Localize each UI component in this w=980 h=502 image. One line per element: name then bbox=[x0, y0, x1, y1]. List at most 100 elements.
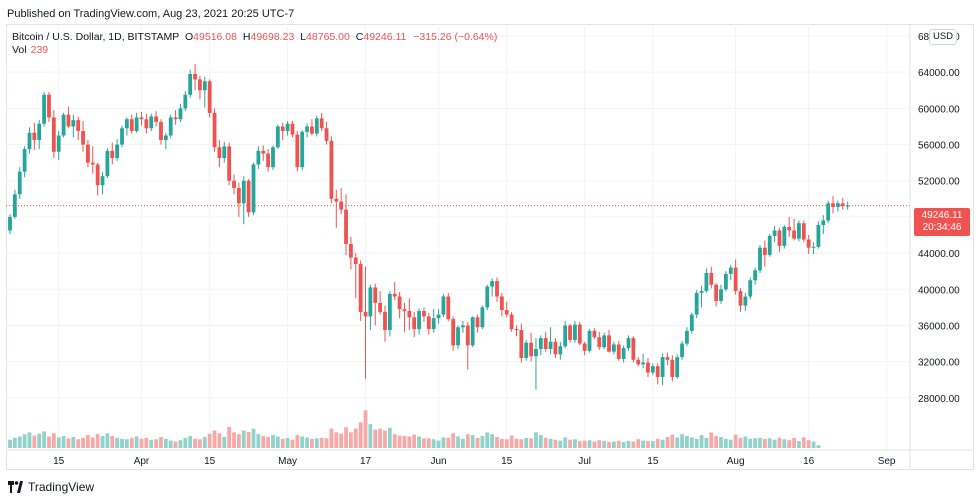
candle-body bbox=[436, 314, 441, 319]
volume-bar bbox=[704, 437, 709, 448]
x-tick-label: May bbox=[278, 456, 297, 467]
low-value: 48765.00 bbox=[306, 31, 350, 43]
candle-body bbox=[762, 247, 767, 255]
candle-body bbox=[222, 146, 227, 159]
candle-body bbox=[300, 131, 305, 168]
close-label: C bbox=[355, 31, 364, 43]
volume-bar bbox=[723, 438, 728, 448]
symbol-title[interactable]: Bitcoin / U.S. Dollar, 1D, BITSTAMP bbox=[12, 31, 180, 43]
candle-body bbox=[524, 342, 529, 359]
candle-body bbox=[719, 289, 723, 302]
candle-body bbox=[105, 150, 110, 177]
volume-bar bbox=[777, 437, 782, 448]
candle-body bbox=[670, 359, 675, 378]
volume-bar bbox=[563, 437, 568, 448]
candle-body bbox=[115, 144, 120, 159]
x-tick-label: Apr bbox=[134, 456, 150, 467]
volume-bar bbox=[417, 436, 421, 448]
volume-bar bbox=[811, 441, 816, 448]
candle-body bbox=[621, 348, 626, 359]
x-tick-label: 15 bbox=[204, 456, 216, 467]
close-value: 49246.11 bbox=[363, 31, 407, 43]
volume-bar bbox=[144, 437, 149, 448]
volume-bar bbox=[300, 436, 305, 448]
price-chart[interactable]: 28000.00 32000.00 36000.00 40000.00 44000.00… bbox=[6, 24, 974, 470]
candle-body bbox=[563, 325, 568, 347]
volume-bar bbox=[694, 438, 699, 448]
candle-body bbox=[806, 239, 811, 248]
candle-body bbox=[728, 267, 733, 274]
volume-bar bbox=[733, 434, 738, 448]
volume-bar bbox=[81, 437, 85, 448]
volume-bars bbox=[8, 410, 821, 448]
candle-body bbox=[743, 296, 748, 306]
candle-body bbox=[173, 117, 178, 120]
candle-body bbox=[120, 128, 124, 145]
candle-body bbox=[753, 270, 758, 281]
volume-bar bbox=[607, 442, 611, 448]
low-label: L bbox=[300, 31, 307, 43]
x-tick-label: 15 bbox=[647, 456, 659, 467]
volume-bar bbox=[329, 428, 334, 448]
volume-bar bbox=[568, 439, 572, 448]
candle-body bbox=[100, 176, 105, 186]
volume-bar bbox=[120, 438, 124, 448]
volume-bar bbox=[470, 435, 475, 448]
volume-bar bbox=[271, 435, 275, 448]
volume-bar bbox=[124, 439, 129, 448]
volume-bar bbox=[159, 436, 163, 448]
volume-bar bbox=[641, 440, 645, 448]
candle-body bbox=[110, 150, 115, 159]
volume-bar bbox=[251, 428, 256, 448]
candle-body bbox=[797, 223, 801, 239]
x-tick-label: 15 bbox=[53, 456, 65, 467]
volume-bar bbox=[95, 434, 100, 448]
volume-bar bbox=[241, 430, 246, 448]
footer-brand[interactable]: TradingView bbox=[8, 480, 94, 494]
volume-bar bbox=[616, 440, 621, 448]
volume-bar bbox=[110, 436, 115, 448]
open-label: O bbox=[185, 31, 194, 43]
volume-bar bbox=[349, 432, 353, 448]
candle-body bbox=[407, 310, 412, 318]
candle-body bbox=[144, 119, 149, 129]
candle-body bbox=[334, 198, 339, 202]
volume-bar bbox=[480, 436, 485, 448]
volume-bar bbox=[509, 435, 514, 448]
candle-body bbox=[446, 296, 451, 320]
x-tick-label: Aug bbox=[727, 456, 745, 467]
volume-bar bbox=[451, 433, 456, 448]
x-tick-label: Jun bbox=[430, 456, 446, 467]
volume-bar bbox=[660, 439, 665, 448]
volume-bar bbox=[90, 437, 95, 448]
candle-body bbox=[694, 292, 699, 315]
candle-body bbox=[499, 296, 504, 311]
candle-body bbox=[543, 338, 548, 349]
y-tick-label: 36000.00 bbox=[918, 321, 960, 332]
candle-body bbox=[129, 119, 134, 131]
candle-body bbox=[709, 272, 714, 285]
volume-bar bbox=[217, 433, 222, 448]
candle-body bbox=[665, 357, 670, 360]
volume-bar bbox=[76, 439, 81, 448]
volume-bar bbox=[266, 436, 271, 448]
candle-body bbox=[426, 316, 431, 330]
candle-body bbox=[417, 310, 421, 330]
volume-bar bbox=[227, 426, 232, 448]
volume-bar bbox=[285, 437, 290, 448]
time-axis[interactable]: 15 Apr 15 May 17 Jun 15 Jul 15 Aug 16 Sep bbox=[53, 456, 896, 467]
volume-bar bbox=[305, 437, 309, 448]
last-price-value: 49246.11 bbox=[921, 210, 963, 221]
last-price-tag: 49246.11 20:34:46 bbox=[914, 208, 970, 236]
y-tick-label: 60000.00 bbox=[918, 104, 960, 115]
candle-body bbox=[149, 116, 154, 129]
currency-badge[interactable]: USD bbox=[929, 29, 957, 45]
candle-body bbox=[748, 280, 753, 297]
volume-bar bbox=[86, 435, 90, 448]
y-tick-label: 40000.00 bbox=[918, 285, 960, 296]
volume-bar bbox=[816, 445, 821, 448]
volume-bar bbox=[12, 437, 17, 448]
candle-body bbox=[344, 209, 348, 245]
volume-label[interactable]: Vol bbox=[12, 44, 27, 56]
candle-body bbox=[616, 344, 621, 359]
